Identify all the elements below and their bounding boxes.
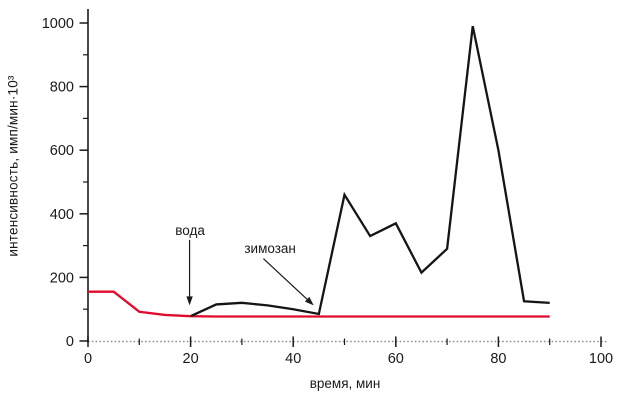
- zimozan-arrow-head: [304, 296, 314, 306]
- series-stimulated: [190, 25, 550, 318]
- annotation-voda: вода: [175, 223, 205, 306]
- y-tick-label: 1000: [42, 16, 74, 32]
- x-tick-label: 20: [183, 351, 199, 367]
- stimulated-series-line: [190, 25, 550, 318]
- axes: [87, 9, 607, 343]
- x-tick-label: 100: [589, 351, 613, 367]
- series-control: [88, 290, 550, 318]
- zimozan-annotation-label: зимозан: [244, 241, 296, 256]
- voda-annotation-label: вода: [175, 223, 205, 238]
- y-tick-label: 800: [50, 80, 74, 96]
- x-axis-label: время, мин: [309, 376, 381, 391]
- annotation-zimozan: зимозан: [244, 241, 314, 306]
- y-tick-label: 600: [50, 143, 74, 159]
- zimozan-arrow-line: [263, 258, 308, 300]
- voda-arrow-head: [186, 296, 193, 306]
- tick-marks: [79, 22, 602, 347]
- y-axis-label: интенсивность, имп/мин·10³: [5, 75, 21, 257]
- y-tick-label: 400: [50, 207, 74, 223]
- control-series-line: [88, 290, 550, 318]
- x-tick-label: 0: [84, 351, 92, 367]
- x-tick-label: 80: [490, 351, 506, 367]
- y-tick-label: 200: [50, 270, 74, 286]
- y-tick-label: 0: [66, 334, 74, 350]
- x-tick-label: 40: [285, 351, 301, 367]
- x-tick-label: 60: [388, 351, 404, 367]
